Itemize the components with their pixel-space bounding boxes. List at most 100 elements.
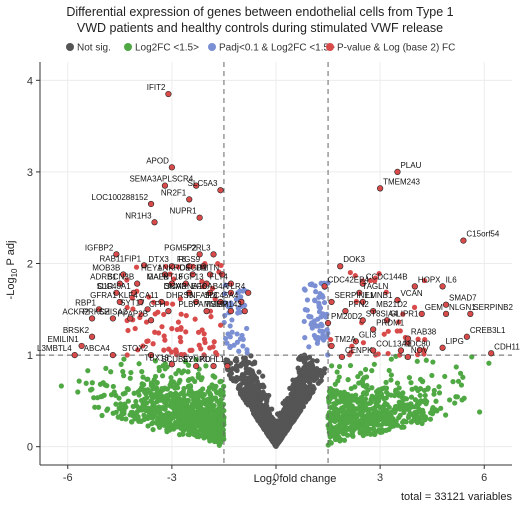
gene-point (196, 251, 203, 258)
sig-point (196, 342, 202, 348)
gene-point (370, 326, 377, 333)
y-tick-label: 2 (27, 259, 33, 271)
gene-label: SCARNA10 (165, 282, 208, 291)
not-sig-point (230, 376, 236, 382)
log2fc-point (217, 379, 223, 385)
sig-point (155, 330, 162, 336)
log2fc-point (358, 403, 364, 409)
log2fc-point (173, 385, 179, 391)
log2fc-point (336, 374, 342, 380)
log2fc-point (122, 401, 128, 407)
not-sig-point (263, 401, 269, 407)
padj-point (315, 323, 321, 329)
gene-point (397, 347, 405, 354)
log2fc-point (397, 406, 403, 412)
gene-point (442, 310, 450, 317)
not-sig-point (249, 400, 255, 407)
log2fc-point (121, 373, 127, 379)
log2fc-point (358, 417, 365, 423)
not-sig-point (249, 391, 255, 397)
not-sig-point (242, 380, 248, 386)
sig-point (170, 301, 176, 307)
gene-label: DHRS3 (166, 291, 194, 300)
gene-label: CDC42EP4 (328, 275, 370, 284)
legend-marker (124, 43, 132, 51)
log2fc-point (113, 401, 119, 407)
log2fc-point (210, 423, 217, 429)
gene-point (168, 164, 175, 171)
sig-point (372, 278, 378, 284)
log2fc-point (348, 385, 354, 392)
log2fc-point (181, 423, 187, 430)
not-sig-point (298, 399, 305, 405)
log2fc-point (187, 384, 194, 390)
not-sig-point (313, 370, 319, 376)
log2fc-point (58, 383, 64, 389)
log2fc-point (201, 391, 207, 398)
log2fc-point (136, 405, 142, 411)
log2fc-point (156, 364, 162, 371)
log2fc-point (202, 408, 209, 414)
gene-point (95, 306, 103, 313)
not-sig-point (296, 356, 302, 362)
log2fc-point (138, 418, 144, 425)
log2fc-point (186, 424, 192, 430)
not-sig-point (308, 369, 315, 376)
log2fc-point (383, 379, 389, 385)
gene-label: SMAD7 (449, 294, 477, 303)
gene-label: TMEM143 (205, 300, 242, 309)
log2fc-point (192, 390, 198, 397)
gene-label: ADRB1 (90, 273, 117, 282)
log2fc-point (411, 413, 417, 419)
log2fc-point (363, 431, 370, 437)
log2fc-point (188, 393, 194, 399)
log2fc-point (214, 390, 221, 396)
gene-label: LMNB1 (366, 291, 393, 300)
gene-label: RBP1 (75, 298, 96, 307)
log2fc-point (179, 370, 185, 376)
gene-point (88, 333, 96, 340)
log2fc-point (99, 412, 105, 419)
gene-label: CFH (149, 300, 166, 309)
log2fc-point (168, 374, 174, 381)
log2fc-point (357, 428, 363, 434)
log2fc-point (407, 410, 413, 417)
gene-label: GALNT18 (147, 273, 183, 282)
log2fc-point (91, 395, 97, 401)
log2fc-point (420, 378, 426, 384)
padj-point (229, 317, 235, 323)
log2fc-point (392, 392, 398, 399)
log2fc-point (185, 362, 192, 368)
legend-label: Log2FC <1.5> (135, 43, 199, 54)
y-tick-label: 4 (27, 75, 33, 87)
log2fc-point (213, 383, 219, 389)
gene-point (359, 298, 366, 306)
gene-label: SLC5A3 (188, 179, 218, 188)
log2fc-point (391, 409, 397, 415)
gene-point (337, 263, 344, 270)
gene-point (193, 182, 200, 189)
sig-point (383, 289, 389, 295)
not-sig-point (271, 435, 277, 441)
gene-point (144, 306, 151, 313)
legend-label: Not sig. (77, 43, 111, 54)
log2fc-point (175, 415, 182, 422)
log2fc-point (162, 361, 168, 367)
log2fc-point (326, 399, 332, 405)
gene-point (168, 263, 175, 270)
gene-point (161, 182, 169, 189)
log2fc-point (375, 415, 381, 421)
gene-label: PLBPA (178, 300, 204, 309)
gene-label: SERPINB2 (473, 303, 513, 312)
log2fc-point (446, 397, 453, 403)
sig-point (178, 311, 184, 317)
gene-point (463, 333, 470, 340)
log2fc-point (373, 408, 379, 414)
gene-label: IFIT2 (147, 83, 166, 92)
log2fc-point (355, 412, 361, 418)
gene-point (359, 317, 366, 324)
padj-point (321, 299, 328, 306)
log2fc-point (193, 356, 199, 363)
gene-point (186, 263, 193, 270)
gene-label: NDC80 (404, 340, 431, 349)
